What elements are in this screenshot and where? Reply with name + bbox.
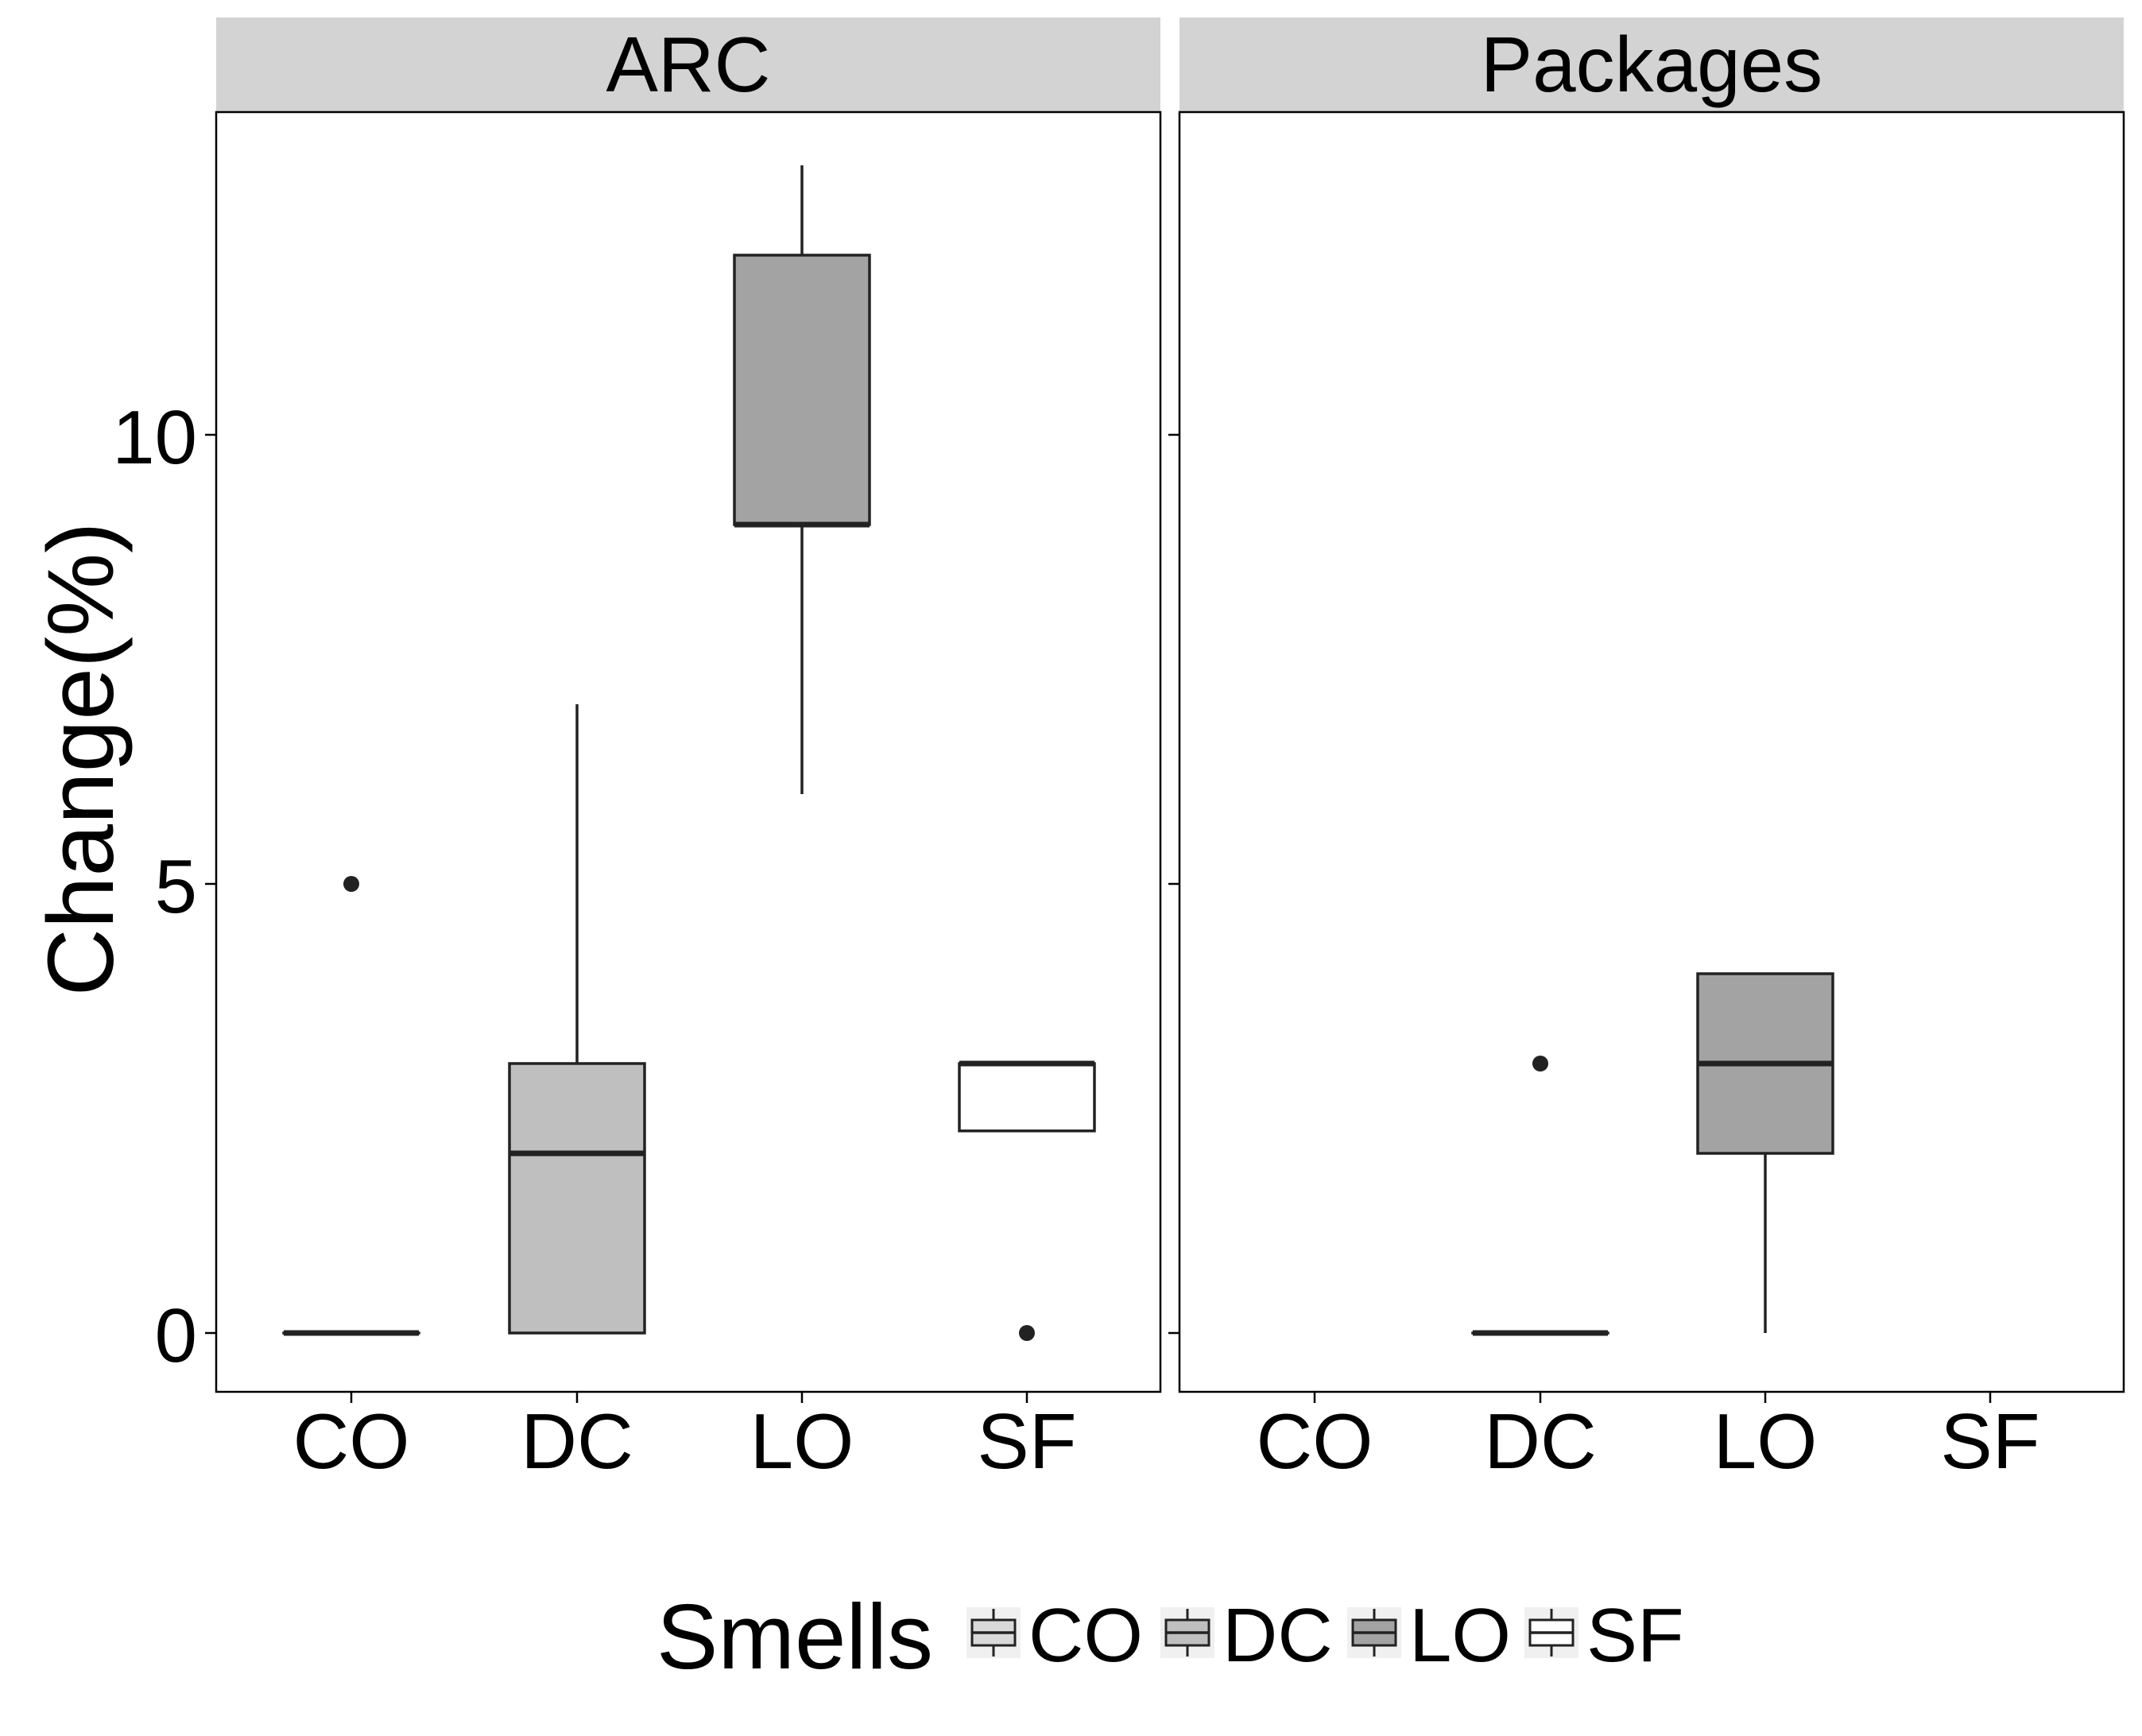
x-tick-label-lo: LO (750, 1397, 854, 1485)
outlier-point (343, 876, 359, 892)
box-iqr (509, 1064, 645, 1333)
box-iqr (959, 1064, 1094, 1131)
y-axis-label: Change(%) (29, 522, 134, 997)
panel-title-arc: ARC (606, 21, 771, 108)
legend-label-dc: DC (1222, 1593, 1333, 1678)
x-tick-label-sf: SF (977, 1397, 1076, 1485)
y-tick-label: 0 (155, 1293, 197, 1378)
x-tick-label-co: CO (1257, 1397, 1373, 1485)
x-tick-label-co: CO (293, 1397, 410, 1485)
legend-label-co: CO (1028, 1593, 1143, 1678)
panel-title-packages: Packages (1481, 21, 1822, 108)
x-tick-label-sf: SF (1940, 1397, 2039, 1485)
y-tick-label: 10 (112, 395, 197, 480)
outlier-point (1532, 1056, 1548, 1071)
x-tick-label-dc: DC (1484, 1397, 1597, 1485)
legend-title: Smells (657, 1585, 933, 1688)
outlier-point (1019, 1325, 1035, 1341)
x-tick-label-lo: LO (1714, 1397, 1818, 1485)
legend-label-sf: SF (1586, 1593, 1684, 1678)
box-iqr (734, 255, 870, 525)
legend-label-lo: LO (1409, 1593, 1511, 1678)
y-tick-label: 5 (155, 844, 197, 929)
x-tick-label-dc: DC (521, 1397, 633, 1485)
